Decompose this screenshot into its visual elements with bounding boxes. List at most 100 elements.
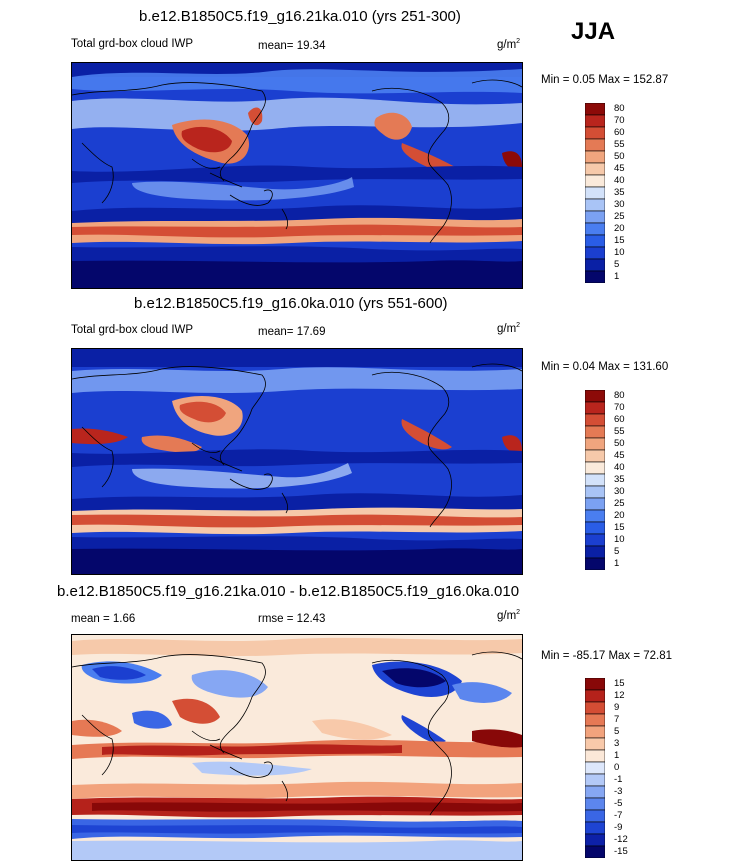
colorbar-box (585, 713, 605, 727)
panel3-units-base: g/m (497, 609, 517, 622)
colorbar-box (585, 258, 605, 272)
panel1-map-svg (72, 63, 522, 288)
colorbar-box (585, 270, 605, 283)
colorbar-box (585, 797, 605, 811)
colorbar-box (585, 689, 605, 703)
panel1-min-max: Min = 0.05 Max = 152.87 (541, 74, 669, 86)
panel3-map (71, 634, 523, 861)
colorbar-box (585, 126, 605, 140)
colorbar-box (585, 833, 605, 847)
colorbar-tick-label: -12 (614, 834, 628, 845)
panel3-colorbar-svg (585, 678, 605, 858)
colorbar-box (585, 821, 605, 835)
colorbar-tick-label: 40 (614, 175, 625, 186)
colorbar-box (585, 210, 605, 224)
panel2-colorbar-svg (585, 390, 605, 570)
panel1-units-exp: 2 (516, 38, 521, 45)
colorbar-box (585, 749, 605, 763)
colorbar-tick-label: 30 (614, 199, 625, 210)
panel3-rmse-label: rmse = (258, 613, 294, 625)
panel3-colorbar (585, 678, 605, 858)
colorbar-box (585, 497, 605, 511)
panel1-colorbar-svg (585, 103, 605, 283)
season-label: JJA (571, 18, 616, 45)
colorbar-tick-label: 80 (614, 390, 625, 401)
colorbar-tick-label: 30 (614, 486, 625, 497)
colorbar-box (585, 461, 605, 475)
colorbar-box (585, 413, 605, 427)
colorbar-box (585, 521, 605, 535)
panel3-mean-value: 1.66 (112, 613, 136, 625)
colorbar-box (585, 103, 605, 116)
colorbar-tick-label: 35 (614, 187, 625, 198)
colorbar-box (585, 725, 605, 739)
panel2-units-exp: 2 (516, 322, 521, 329)
colorbar-tick-label: 15 (614, 678, 625, 689)
colorbar-tick-label: 55 (614, 139, 625, 150)
colorbar-tick-label: -3 (614, 786, 623, 797)
panel2-title: b.e12.B1850C5.f19_g16.0ka.010 (yrs 551-6… (134, 295, 448, 312)
colorbar-tick-label: 35 (614, 474, 625, 485)
colorbar-tick-label: 45 (614, 450, 625, 461)
colorbar-tick-label: 1 (614, 558, 620, 569)
colorbar-box (585, 845, 605, 858)
colorbar-box (585, 533, 605, 547)
colorbar-box (585, 485, 605, 499)
colorbar-tick-label: -7 (614, 810, 623, 821)
panel3-mean: mean = 1.66 (71, 613, 135, 625)
colorbar-box (585, 234, 605, 248)
panel3-units: g/m2 (497, 609, 520, 622)
colorbar-box (585, 785, 605, 799)
colorbar-box (585, 174, 605, 188)
colorbar-tick-label: 25 (614, 498, 625, 509)
colorbar-tick-label: 80 (614, 103, 625, 114)
panel1-units: g/m2 (497, 38, 520, 51)
colorbar-tick-label: 50 (614, 438, 625, 449)
panel1-title: b.e12.B1850C5.f19_g16.21ka.010 (yrs 251-… (139, 8, 461, 25)
panel1-coastlines (72, 79, 522, 244)
colorbar-tick-label: 15 (614, 235, 625, 246)
panel2-min-max: Min = 0.04 Max = 131.60 (541, 361, 669, 373)
colorbar-tick-label: -1 (614, 774, 623, 785)
colorbar-box (585, 138, 605, 152)
panel3-mean-label: mean = (71, 613, 110, 625)
panel1-variable-label: Total grd-box cloud IWP (71, 38, 194, 50)
colorbar-tick-label: 3 (614, 738, 620, 749)
colorbar-tick-label: 20 (614, 223, 625, 234)
colorbar-tick-label: 9 (614, 702, 620, 713)
colorbar-tick-label: 55 (614, 426, 625, 437)
panel2-mean-value: 17.69 (296, 326, 326, 338)
panel1-mean-label: mean= (258, 40, 294, 52)
colorbar-box (585, 114, 605, 128)
colorbar-box (585, 162, 605, 176)
colorbar-box (585, 701, 605, 715)
panel2-mean-label: mean= (258, 326, 294, 338)
panel1-mean: mean= 19.34 (258, 40, 325, 52)
colorbar-tick-label: 10 (614, 534, 625, 545)
colorbar-box (585, 773, 605, 787)
colorbar-tick-label: 40 (614, 462, 625, 473)
panel1-units-base: g/m (497, 38, 517, 51)
colorbar-tick-label: 1 (614, 271, 620, 282)
colorbar-tick-label: 25 (614, 211, 625, 222)
panel2-mean: mean= 17.69 (258, 326, 325, 338)
colorbar-tick-label: 5 (614, 726, 620, 737)
colorbar-tick-label: 7 (614, 714, 620, 725)
colorbar-tick-label: 70 (614, 115, 625, 126)
colorbar-tick-label: 10 (614, 247, 625, 258)
colorbar-box (585, 509, 605, 523)
panel2-map (71, 348, 523, 575)
colorbar-tick-label: 60 (614, 127, 625, 138)
colorbar-box (585, 557, 605, 570)
colorbar-tick-label: 45 (614, 163, 625, 174)
colorbar-box (585, 449, 605, 463)
panel3-units-exp: 2 (516, 609, 521, 616)
colorbar-tick-label: 60 (614, 414, 625, 425)
colorbar-tick-label: 5 (614, 546, 620, 557)
colorbar-box (585, 246, 605, 260)
colorbar-box (585, 186, 605, 200)
colorbar-box (585, 678, 605, 691)
colorbar-tick-label: 20 (614, 510, 625, 521)
colorbar-box (585, 390, 605, 403)
colorbar-tick-label: 5 (614, 259, 620, 270)
